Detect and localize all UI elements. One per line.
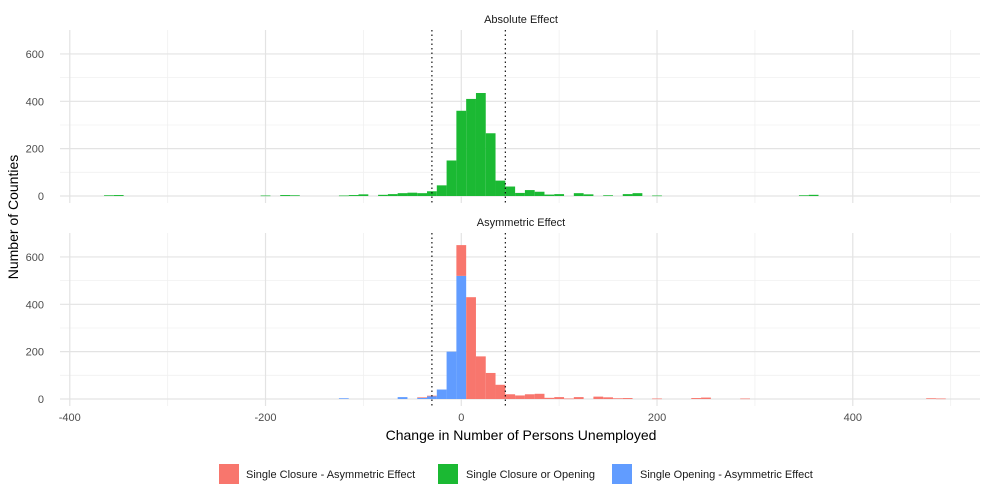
histogram-bar [407,192,418,196]
histogram-bar [524,394,535,399]
x-axis-title: Change in Number of Persons Unemployed [386,427,657,443]
histogram-bar [691,398,702,399]
legend-label-closure-or-opening: Single Closure or Opening [466,469,595,481]
histogram-bar [338,195,349,197]
histogram-bar [524,190,535,196]
histogram-bar [436,185,447,196]
histogram-bar [573,397,584,399]
histogram-bar [515,192,525,196]
histogram-bar [338,398,349,399]
legend-label-closure-asymmetric: Single Closure - Asymmetric Effect [246,469,415,481]
histogram-bar [113,195,124,196]
panel-title-asymmetric: Asymmetric Effect [477,217,565,229]
histogram-bar [378,194,388,196]
histogram-bar [397,397,408,399]
histogram-bar [456,110,467,196]
histogram-bar [417,397,428,399]
histogram-bar [935,398,946,400]
histogram-bar [798,195,809,196]
histogram-bar [495,384,506,399]
histogram-bar [456,245,467,276]
legend-item-closure-asymmetric: Single Closure - Asymmetric Effect [219,464,415,484]
x-tick-label: 200 [648,412,666,424]
histogram-bar [446,160,457,196]
histogram-bar [104,195,114,196]
histogram-bar [740,398,750,400]
histogram-bar [652,195,662,197]
y-tick-label: 200 [26,347,44,359]
histogram-bar [622,194,633,196]
histogram-bar [466,98,476,196]
histogram-bar [427,396,437,399]
panel-asymmetric-effect: 0 200 400 600 -400 -200 0 200 400 [26,233,980,424]
histogram-bar [456,275,467,399]
histogram-bar [652,398,662,400]
y-tick-label: 600 [26,252,44,264]
y-tick-label: 400 [26,299,44,311]
y-axis-title: Number of Counties [5,155,21,280]
histogram-bar [593,396,604,399]
histogram-bar [485,133,496,196]
panel-absolute-effect: 0 200 400 600 [26,30,980,203]
histogram-bar [466,297,476,399]
histogram-bar [417,397,428,398]
x-tick-label: 400 [844,412,862,424]
histogram-bar [808,194,819,196]
histogram-bar [564,398,574,400]
legend-item-opening-asymmetric: Single Opening - Asymmetric Effect [612,464,813,484]
histogram-bar [622,398,633,399]
histogram-bar [632,193,643,196]
histogram-bar [573,193,584,196]
histogram-bar [505,394,516,399]
histogram-bar [534,191,545,196]
histogram-bar [603,195,613,196]
histogram-bar [544,194,555,196]
histogram-bar [290,195,300,196]
panel-title-absolute: Absolute Effect [484,14,558,26]
histogram-bar [515,395,525,399]
histogram-bar [701,397,711,399]
histogram-bar [583,194,594,196]
y-tick-label: 600 [26,49,44,61]
histogram-bar [446,351,457,399]
y-tick-label: 0 [38,394,44,406]
histogram-bar [475,356,486,399]
histogram-bar [417,193,428,196]
histogram-bar [534,393,545,399]
histogram-bar [603,397,613,399]
histogram-bar [436,389,447,399]
histogram-bar [544,397,555,399]
legend-item-closure-or-opening: Single Closure or Opening [438,464,595,484]
legend-key-closure-or-opening [438,464,458,484]
legend: Single Closure - Asymmetric Effect Singl… [219,464,813,484]
histogram-bar [348,195,359,196]
y-tick-label: 400 [26,96,44,108]
histogram-bar [554,194,565,196]
histogram-bar [387,194,398,196]
x-tick-label: -200 [255,412,277,424]
y-tick-label: 200 [26,144,44,156]
legend-key-closure-asymmetric [219,464,239,484]
y-tick-label: 0 [38,191,44,203]
x-tick-label: -400 [59,412,81,424]
histogram-bar [926,398,936,399]
histogram-bar [397,193,408,196]
histogram-bar [495,180,506,196]
legend-key-opening-asymmetric [612,464,632,484]
histogram-bar [612,398,623,399]
histogram-bar [475,93,486,196]
histogram-bar [280,195,290,196]
legend-label-opening-asymmetric: Single Opening - Asymmetric Effect [640,469,813,481]
x-tick-label: 0 [458,412,464,424]
histogram-bar [505,186,516,196]
histogram-bar [260,195,271,197]
histogram-bar [358,194,369,196]
histogram-bar [554,397,565,399]
histogram-bar [485,372,496,399]
histogram-bar [427,191,437,196]
